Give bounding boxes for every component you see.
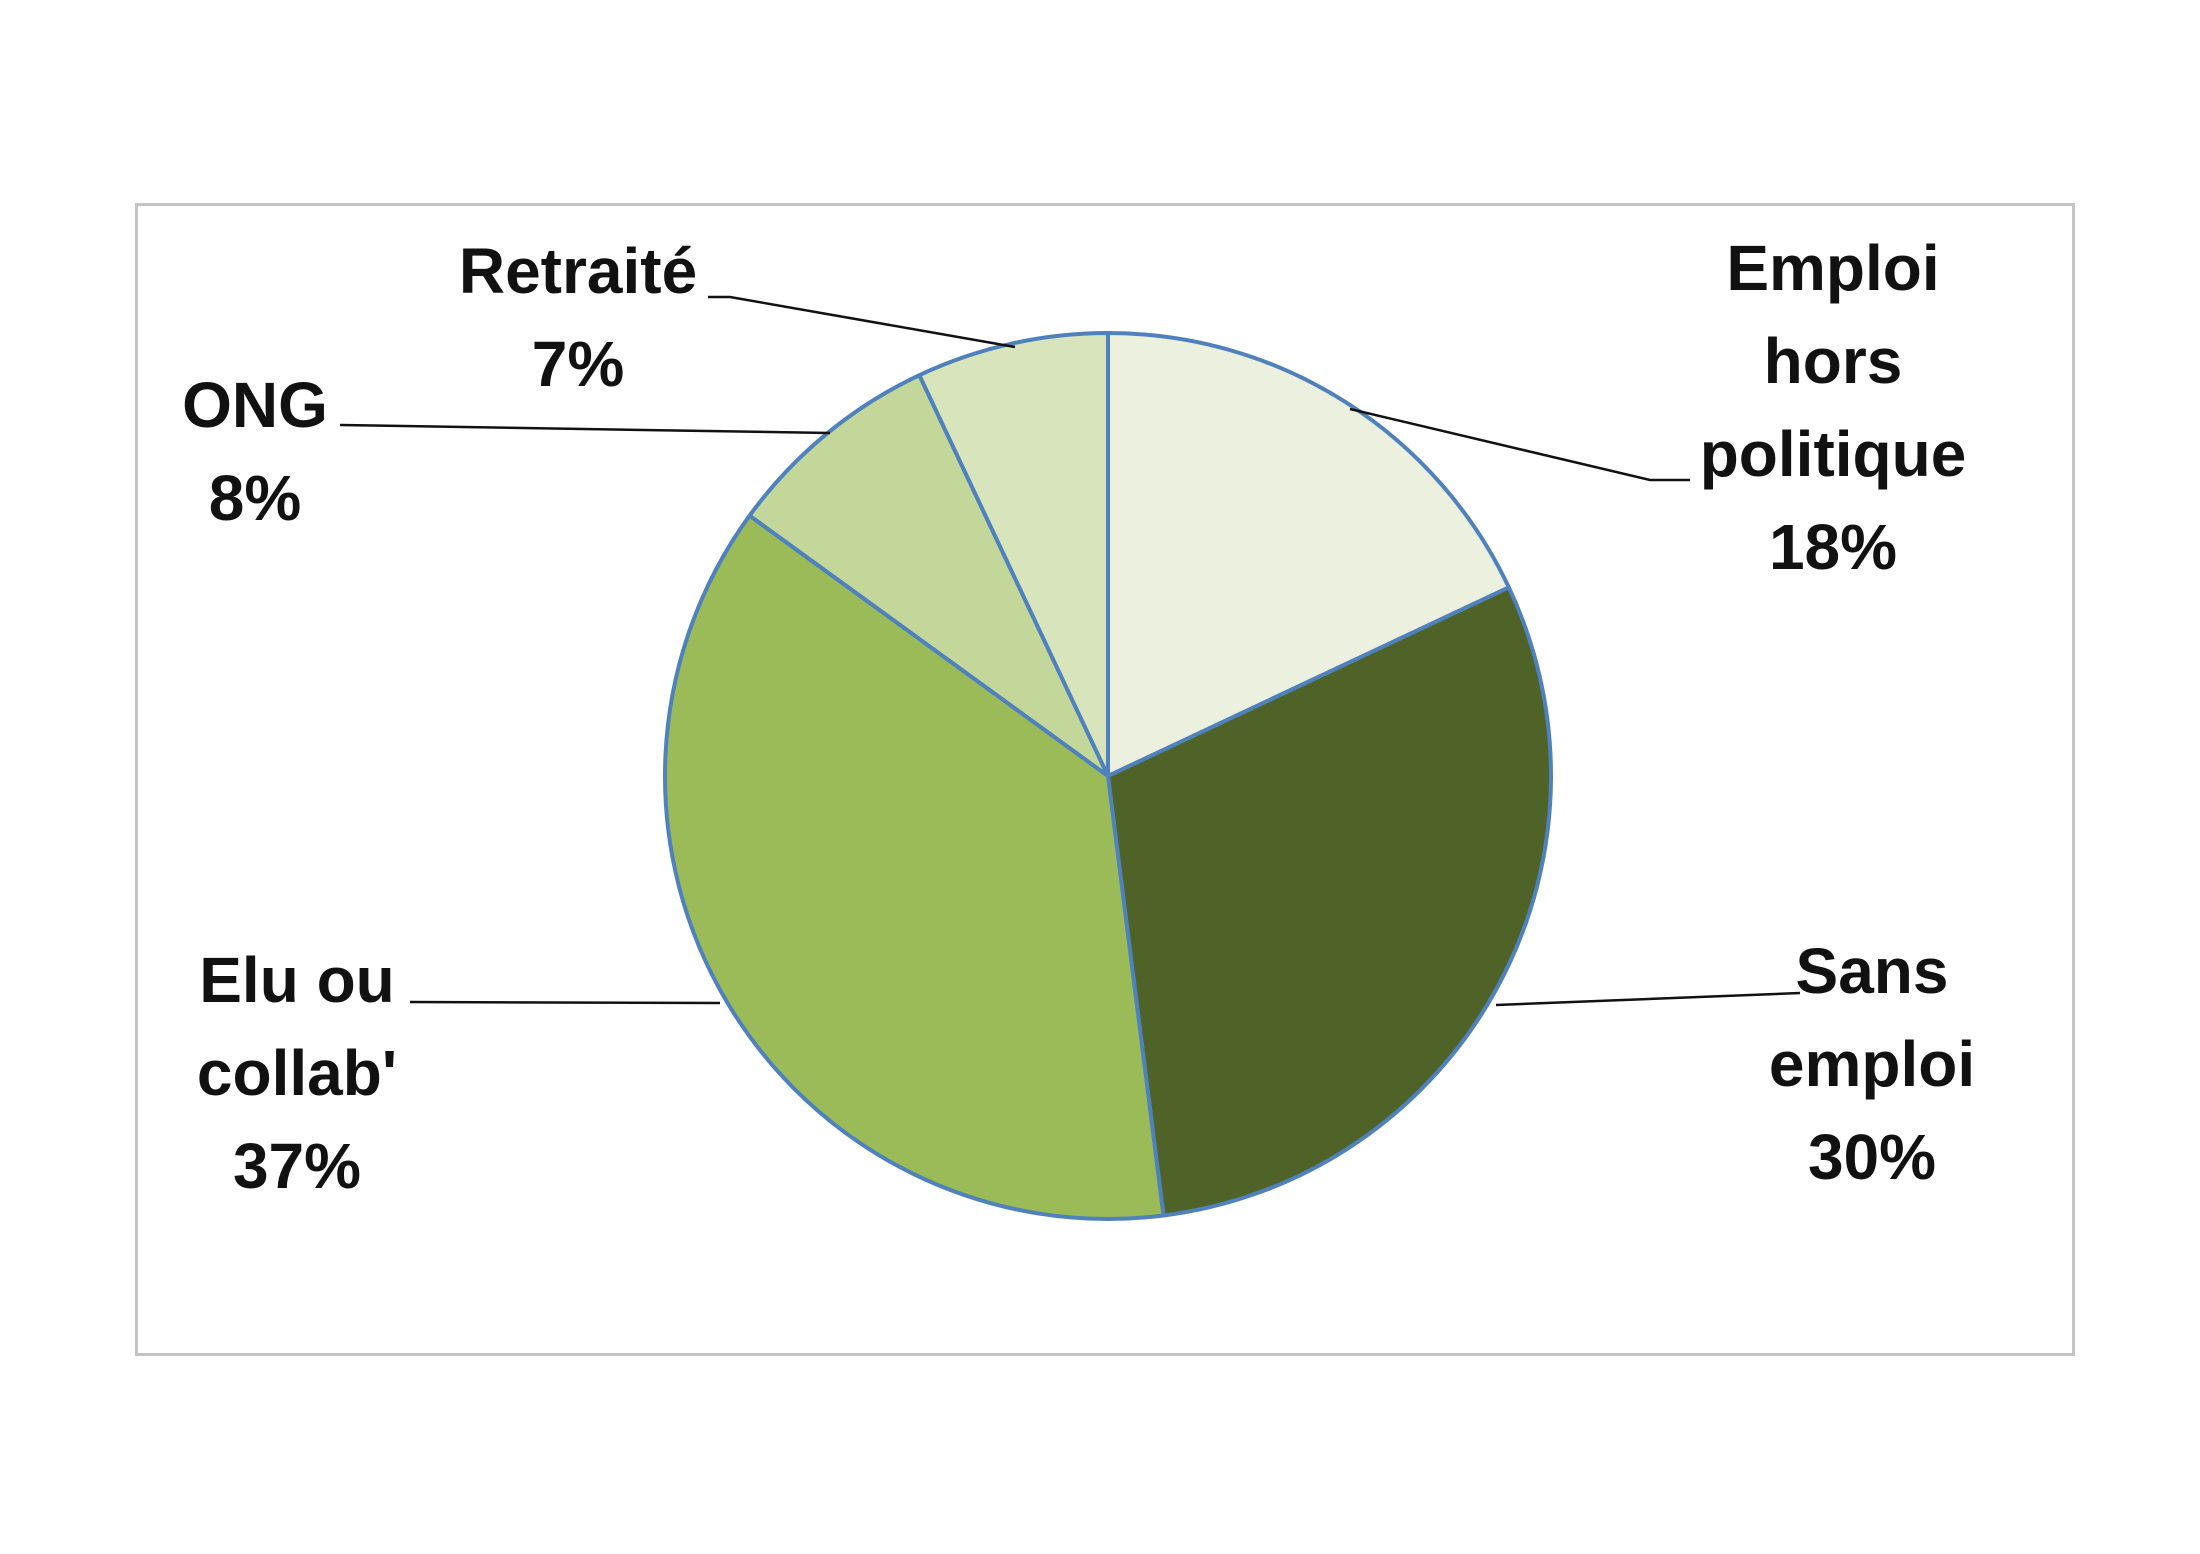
pie-slice-4 [917,331,1110,778]
slice-percent-1: 30% [1808,1121,1936,1193]
slice-percent-4: 7% [532,328,625,400]
pie-slices [662,331,1553,1221]
leader-line-2 [409,1000,721,1005]
slice-label-line-0-0: Emploi [1726,232,1939,304]
slice-label-0: Emploi hors politique 18% [1700,232,1967,583]
pie-slice-0 [1106,331,1511,778]
slice-label-line-1-1: emploi [1769,1028,1975,1100]
slice-label-line-4-0: Retraité [459,235,697,307]
pie-slice-3 [747,373,1110,778]
slice-label-4: Retraité 7% [459,235,697,400]
slice-percent-3: 8% [209,462,302,534]
leader-line-3 [339,423,831,435]
pie-slice-2 [662,513,1166,1221]
leader-line-1 [1495,991,1801,1007]
slice-percent-0: 18% [1769,511,1897,583]
slice-labels: Emploi hors politique 18% Sans emploi 30% Elu o… [182,232,1975,1202]
leader-line-0 [1349,407,1690,482]
slice-label-line-1-0: Sans [1796,935,1949,1007]
pie-slice-1 [1106,585,1553,1218]
slice-percent-2: 37% [233,1130,361,1202]
slice-label-2: Elu ou collab' 37% [197,944,397,1202]
slice-label-line-3-0: ONG [182,369,328,441]
slice-label-1: Sans emploi 30% [1769,935,1975,1193]
slice-label-line-0-2: politique [1700,418,1967,490]
slice-label-line-0-1: hors [1764,325,1903,397]
leader-line-4 [708,295,1016,349]
slice-label-3: ONG 8% [182,369,328,534]
slice-label-line-2-1: collab' [197,1037,397,1109]
leader-lines [339,295,1801,1007]
slice-label-line-2-0: Elu ou [199,944,395,1016]
